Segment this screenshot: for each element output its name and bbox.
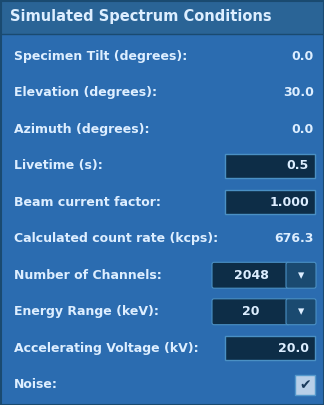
- FancyBboxPatch shape: [286, 262, 316, 288]
- Text: Specimen Tilt (degrees):: Specimen Tilt (degrees):: [14, 50, 187, 63]
- Text: Noise:: Noise:: [14, 378, 58, 391]
- Text: Calculated count rate (kcps):: Calculated count rate (kcps):: [14, 232, 218, 245]
- FancyBboxPatch shape: [225, 190, 315, 214]
- Text: 2048: 2048: [234, 269, 269, 282]
- Text: ▾: ▾: [298, 305, 304, 318]
- Text: 30.0: 30.0: [283, 86, 314, 99]
- Text: 1.000: 1.000: [269, 196, 309, 209]
- FancyBboxPatch shape: [286, 299, 316, 325]
- FancyBboxPatch shape: [225, 154, 315, 178]
- Text: 0.0: 0.0: [292, 50, 314, 63]
- Text: ✔: ✔: [299, 378, 311, 392]
- Text: Azimuth (degrees):: Azimuth (degrees):: [14, 123, 149, 136]
- Text: Simulated Spectrum Conditions: Simulated Spectrum Conditions: [10, 9, 272, 24]
- Text: 20: 20: [242, 305, 260, 318]
- FancyBboxPatch shape: [225, 336, 315, 360]
- FancyBboxPatch shape: [212, 262, 290, 288]
- Text: Elevation (degrees):: Elevation (degrees):: [14, 86, 157, 99]
- Text: 20.0: 20.0: [278, 342, 309, 355]
- Text: Energy Range (keV):: Energy Range (keV):: [14, 305, 159, 318]
- Text: Accelerating Voltage (kV):: Accelerating Voltage (kV):: [14, 342, 199, 355]
- Bar: [0, 0, 324, 34]
- Text: 676.3: 676.3: [275, 232, 314, 245]
- Text: 0.0: 0.0: [292, 123, 314, 136]
- Text: 0.5: 0.5: [287, 159, 309, 172]
- Text: Number of Channels:: Number of Channels:: [14, 269, 162, 282]
- Text: ▾: ▾: [298, 269, 304, 282]
- FancyBboxPatch shape: [212, 299, 290, 325]
- Text: Livetime (s):: Livetime (s):: [14, 159, 103, 172]
- Text: Beam current factor:: Beam current factor:: [14, 196, 161, 209]
- FancyBboxPatch shape: [295, 375, 315, 395]
